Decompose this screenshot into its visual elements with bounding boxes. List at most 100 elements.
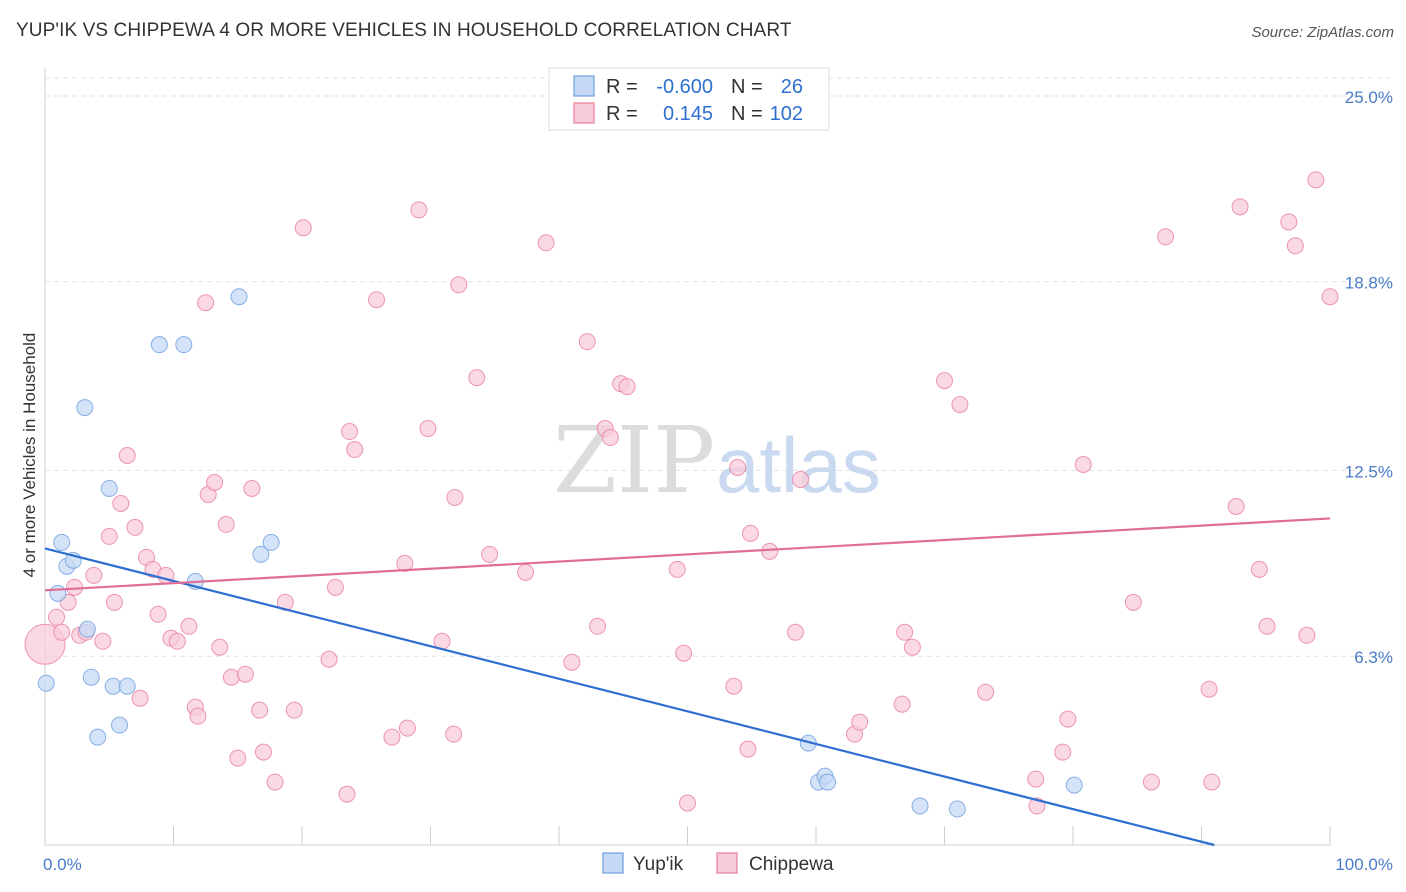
chart-title: YUP'IK VS CHIPPEWA 4 OR MORE VEHICLES IN… <box>16 20 792 41</box>
trend-lines <box>44 517 1331 847</box>
legend-n-label-chippewa: N = <box>731 103 763 125</box>
point-chippewa <box>1286 237 1304 255</box>
point-chippewa <box>741 524 759 542</box>
point-chippewa <box>896 623 914 641</box>
legend-swatch-yupik <box>573 75 595 97</box>
legend-n-value-yupik: 26 <box>781 76 803 98</box>
point-chippewa <box>285 701 303 719</box>
y-tick-labels: 25.0% 18.8% 12.5% 6.3% <box>1345 88 1393 667</box>
point-chippewa <box>739 740 757 758</box>
point-chippewa <box>446 488 464 506</box>
grid-lines <box>45 77 1395 657</box>
point-chippewa <box>189 707 207 725</box>
series-legend: Yup'ik Chippewa <box>602 852 834 875</box>
legend-box <box>548 67 830 131</box>
point-chippewa <box>112 494 130 512</box>
axes <box>44 68 1331 846</box>
point-chippewa <box>126 518 144 536</box>
point-chippewa <box>222 668 240 686</box>
point-chippewa <box>468 369 486 387</box>
point-chippewa <box>729 458 747 476</box>
trend-line-yupik <box>44 547 1215 847</box>
point-chippewa <box>118 447 136 465</box>
source-label: Source: ZipAtlas.com <box>1251 24 1394 41</box>
point-chippewa <box>294 219 312 237</box>
point-chippewa <box>368 291 386 309</box>
point-yupik <box>230 288 248 306</box>
correlation-legend: R = -0.600 N = 26 R = 0.145 N = 102 <box>548 67 830 131</box>
point-yupik <box>175 336 193 354</box>
point-chippewa <box>668 560 686 578</box>
point-chippewa <box>1074 455 1092 473</box>
y-tick-label: 6.3% <box>1354 648 1393 667</box>
point-chippewa <box>419 420 437 438</box>
point-chippewa <box>1027 770 1045 788</box>
point-chippewa <box>243 479 261 497</box>
point-chippewa <box>206 473 224 491</box>
point-yupik <box>76 399 94 417</box>
point-yupik <box>118 677 136 695</box>
point-chippewa <box>1124 593 1142 611</box>
point-chippewa <box>236 665 254 683</box>
point-chippewa <box>1227 497 1245 515</box>
point-yupik <box>37 674 55 692</box>
x-tick-label-min: 0.0% <box>43 855 82 874</box>
point-chippewa <box>383 728 401 746</box>
point-chippewa <box>1203 773 1221 791</box>
point-chippewa <box>1321 288 1339 306</box>
point-chippewa <box>792 470 810 488</box>
point-chippewa <box>1298 626 1316 644</box>
x-tick-label-max: 100.0% <box>1335 855 1393 874</box>
bottom-legend-swatch-chippewa <box>716 852 738 874</box>
point-yupik <box>150 336 168 354</box>
bottom-legend-swatch-yupik <box>602 852 624 874</box>
x-tick-labels: 0.0% 100.0% <box>43 855 1393 874</box>
point-chippewa <box>1200 680 1218 698</box>
point-chippewa <box>149 605 167 623</box>
point-chippewa <box>254 743 272 761</box>
point-chippewa <box>1250 560 1268 578</box>
point-chippewa <box>537 234 555 252</box>
y-axis-label: 4 or more Vehicles in Household <box>20 333 39 578</box>
point-yupik <box>53 533 71 551</box>
legend-r-label-yupik: R = <box>606 76 638 98</box>
legend-swatch-chippewa <box>573 102 595 124</box>
point-yupik <box>78 620 96 638</box>
point-yupik <box>262 533 280 551</box>
point-chippewa <box>450 276 468 294</box>
point-chippewa <box>786 623 804 641</box>
point-chippewa <box>168 632 186 650</box>
y-tick-label: 12.5% <box>1345 462 1393 481</box>
point-chippewa <box>341 423 359 441</box>
point-chippewa <box>977 683 995 701</box>
y-tick-label: 18.8% <box>1345 274 1393 293</box>
bottom-legend-chippewa: Chippewa <box>749 854 834 875</box>
point-chippewa <box>1258 617 1276 635</box>
point-chippewa <box>326 578 344 596</box>
point-chippewa <box>578 333 596 351</box>
point-chippewa <box>761 542 779 560</box>
point-chippewa <box>85 566 103 584</box>
point-chippewa <box>197 294 215 312</box>
legend-r-value-yupik: -0.600 <box>656 76 713 98</box>
point-chippewa <box>481 545 499 563</box>
bottom-legend-yupik: Yup'ik <box>633 854 684 875</box>
point-yupik <box>1065 776 1083 794</box>
y-tick-label: 25.0% <box>1345 88 1393 107</box>
point-yupik <box>49 584 67 602</box>
point-yupik <box>89 728 107 746</box>
point-yupik <box>111 716 129 734</box>
point-chippewa <box>589 617 607 635</box>
point-chippewa <box>517 563 535 581</box>
point-chippewa <box>1157 228 1175 246</box>
point-chippewa <box>1280 213 1298 231</box>
point-yupik <box>819 773 837 791</box>
point-chippewa <box>266 773 284 791</box>
point-chippewa <box>94 632 112 650</box>
point-chippewa <box>1142 773 1160 791</box>
point-chippewa <box>211 638 229 656</box>
point-chippewa <box>53 623 71 641</box>
data-points <box>24 171 1339 818</box>
point-chippewa <box>1054 743 1072 761</box>
